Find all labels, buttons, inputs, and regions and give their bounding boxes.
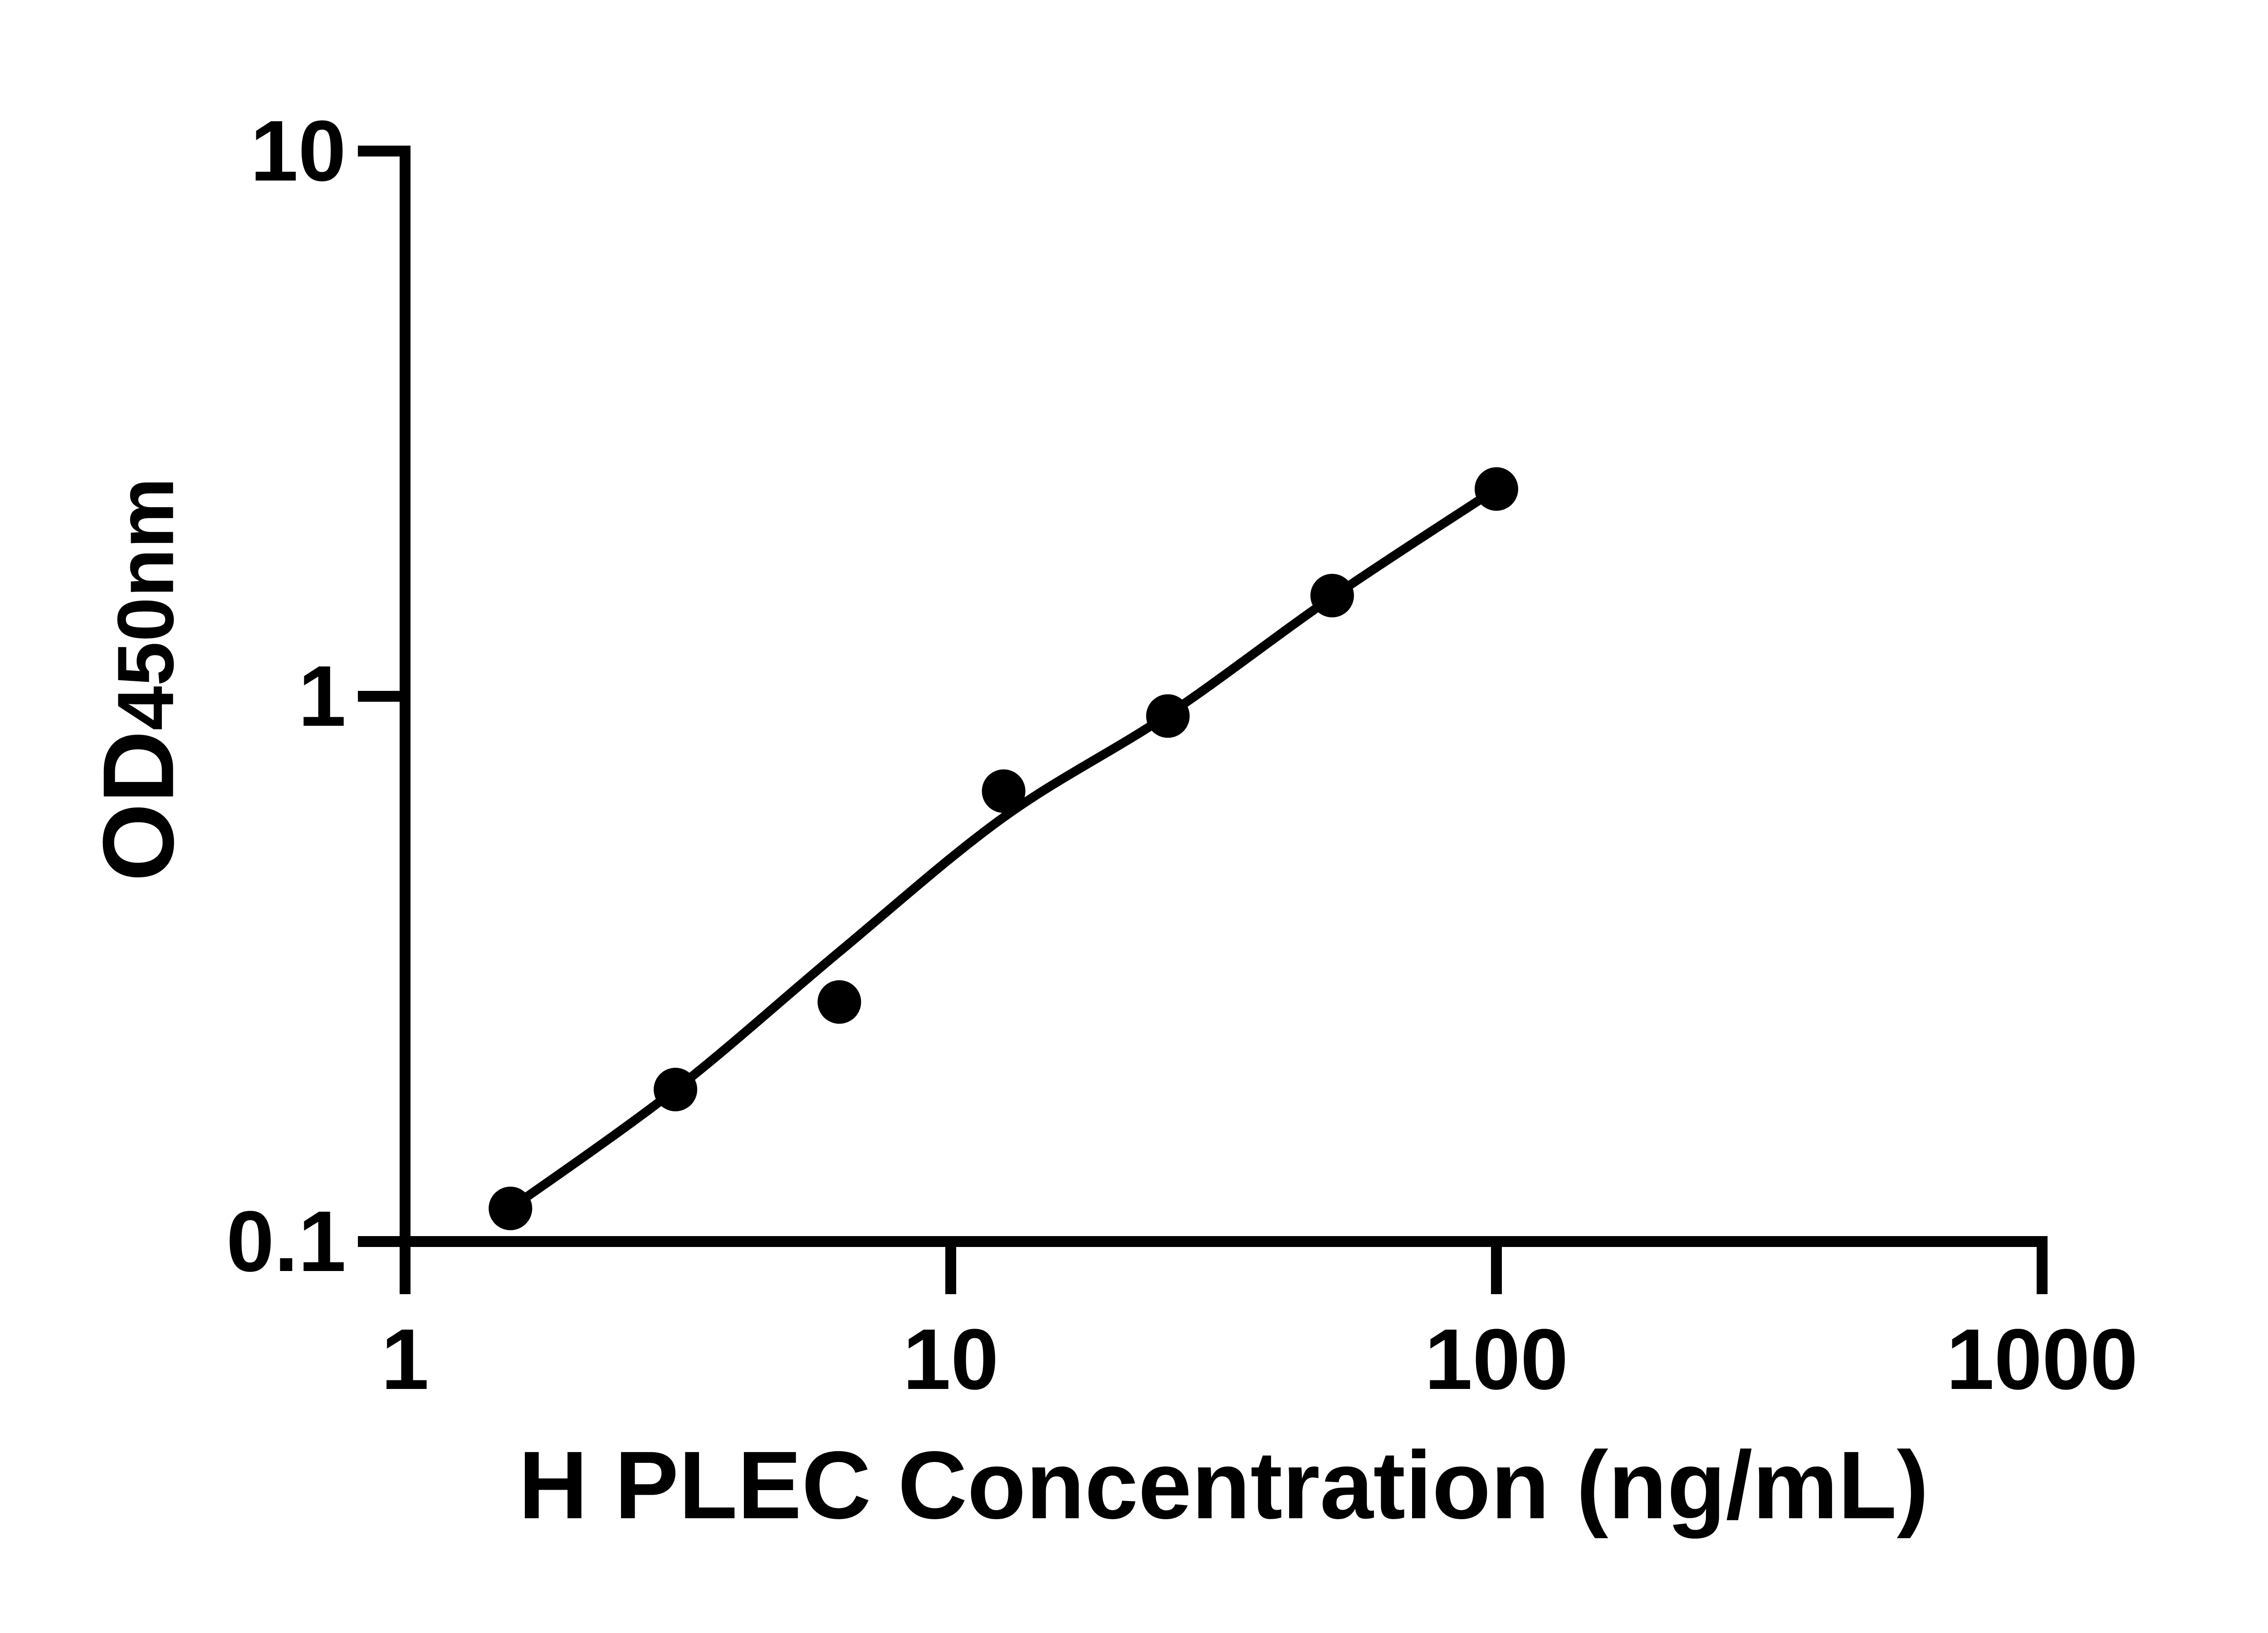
data-point	[1310, 574, 1354, 617]
x-tick-label: 10	[903, 1311, 999, 1408]
y-axis-title-sub: 450nm	[101, 477, 191, 731]
data-point	[489, 1187, 533, 1230]
data-point	[1146, 694, 1190, 738]
data-point	[982, 769, 1026, 813]
x-axis-title: H PLEC Concentration (ng/mL)	[518, 1431, 1929, 1539]
data-point	[654, 1067, 698, 1111]
y-tick-label: 0.1	[226, 1193, 346, 1290]
x-tick-label: 1	[381, 1311, 429, 1408]
y-axis-title: OD450nm	[81, 478, 197, 882]
data-point	[1475, 467, 1518, 511]
data-point	[817, 980, 861, 1024]
x-tick-label: 1000	[1946, 1311, 2138, 1408]
y-axis-title-main: OD	[82, 730, 195, 882]
x-tick-label: 100	[1424, 1311, 1569, 1408]
y-tick-label: 1	[298, 648, 346, 744]
y-tick-label: 10	[250, 103, 346, 199]
